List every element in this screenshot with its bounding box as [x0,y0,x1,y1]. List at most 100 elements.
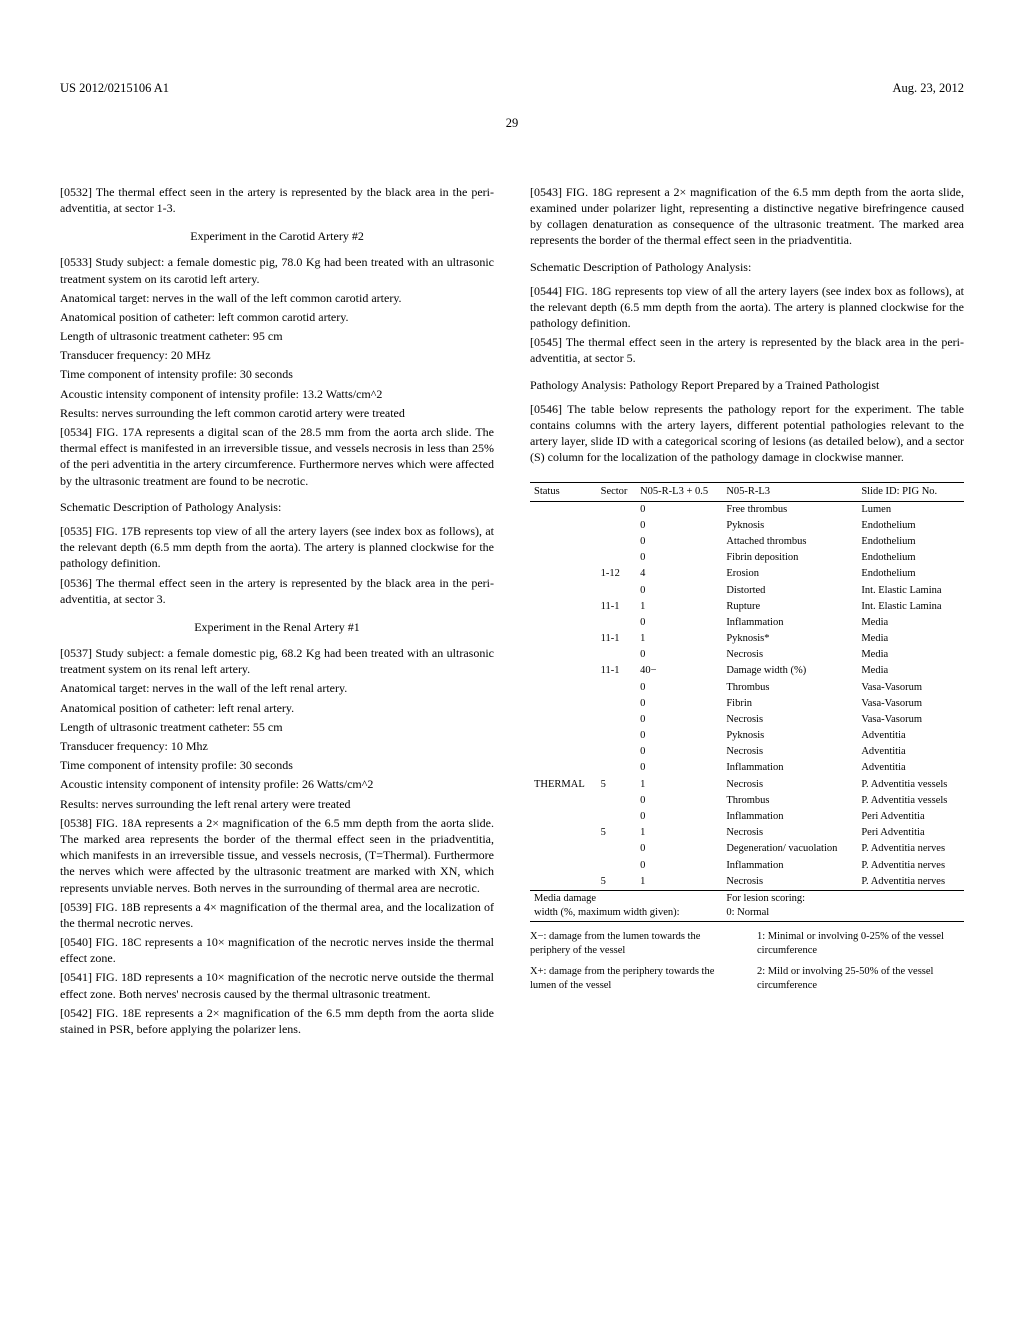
table-cell: Pyknosis [722,518,857,534]
table-cell: Pyknosis [722,728,857,744]
table-cell [530,744,597,760]
th-n05: N05-R-L3 + 0.5 [636,482,722,501]
para-0546: [0546] The table below represents the pa… [530,401,964,466]
th-slide: Slide ID: PIG No. [857,482,964,501]
table-cell [597,647,636,663]
table-cell: 5 [597,777,636,793]
length-1: Length of ultrasonic treatment catheter:… [60,328,494,344]
page-number: 29 [60,115,964,132]
fn2-right: 2: Mild or involving 25-50% of the vesse… [757,965,964,993]
left-column: [0532] The thermal effect seen in the ar… [60,184,494,1040]
table-cell [530,550,597,566]
table-cell: Erosion [722,566,857,582]
table-cell: 5 [597,874,636,891]
table-row: 0ThrombusVasa-Vasorum [530,680,964,696]
table-cell: THERMAL [530,777,597,793]
table-cell [530,728,597,744]
table-cell [530,793,597,809]
schematic-1: Schematic Description of Pathology Analy… [60,499,494,515]
table-cell [530,583,597,599]
schematic-2: Schematic Description of Pathology Analy… [530,259,964,275]
table-cell [597,518,636,534]
table-cell: 0 [636,760,722,776]
table-cell: 0 [636,647,722,663]
table-cell: Thrombus [722,793,857,809]
pub-date: Aug. 23, 2012 [892,80,964,97]
table-footnotes: X−: damage from the lumen towards the pe… [530,930,964,993]
table-cell: Inflammation [722,809,857,825]
table-cell: 0 [636,583,722,599]
table-cell: 40− [636,663,722,679]
table-cell: Distorted [722,583,857,599]
table-cell: Degeneration/ vacuolation [722,841,857,857]
table-cell: Vasa-Vasorum [857,680,964,696]
table-cell: Rupture [722,599,857,615]
para-0545: [0545] The thermal effect seen in the ar… [530,334,964,366]
table-cell: 0 [636,680,722,696]
table-cell [530,615,597,631]
table-cell: 0 [636,858,722,874]
table-cell [530,534,597,550]
table-cell: Free thrombus [722,501,857,518]
para-0532: [0532] The thermal effect seen in the ar… [60,184,494,216]
table-cell [597,712,636,728]
table-row: 0PyknosisEndothelium [530,518,964,534]
table-row: 0NecrosisVasa-Vasorum [530,712,964,728]
para-0538: [0538] FIG. 18A represents a 2× magnific… [60,815,494,896]
table-cell: Media [857,647,964,663]
para-0536: [0536] The thermal effect seen in the ar… [60,575,494,607]
table-cell: Endothelium [857,534,964,550]
table-cell: P. Adventitia nerves [857,841,964,857]
table-row: 0Attached thrombusEndothelium [530,534,964,550]
table-cell: 0 [636,793,722,809]
table-row: 0InflammationAdventitia [530,760,964,776]
table-row: 11-11RuptureInt. Elastic Lamina [530,599,964,615]
table-row: 0NecrosisMedia [530,647,964,663]
table-cell [597,760,636,776]
table-cell: Adventitia [857,760,964,776]
table-cell [530,663,597,679]
table-footer-row: Media damage width (%, maximum width giv… [530,890,964,921]
table-cell [530,874,597,891]
table-cell: 0 [636,550,722,566]
para-0542: [0542] FIG. 18E represents a 2× magnific… [60,1005,494,1037]
table-cell: P. Adventitia vessels [857,793,964,809]
anat-target-1: Anatomical target: nerves in the wall of… [60,290,494,306]
table-row: 0InflammationMedia [530,615,964,631]
table-cell: 0 [636,518,722,534]
table-cell: 0 [636,696,722,712]
table-row: 51NecrosisP. Adventitia nerves [530,874,964,891]
table-cell: 1-12 [597,566,636,582]
th-n05rl3: N05-R-L3 [722,482,857,501]
table-row: 0ThrombusP. Adventitia vessels [530,793,964,809]
length-2: Length of ultrasonic treatment catheter:… [60,719,494,735]
table-cell [597,841,636,857]
anat-target-2: Anatomical target: nerves in the wall of… [60,680,494,696]
table-cell: 0 [636,841,722,857]
table-cell [597,534,636,550]
table-cell [530,712,597,728]
table-row: 11-11Pyknosis*Media [530,631,964,647]
table-cell: 1 [636,599,722,615]
table-cell: Pyknosis* [722,631,857,647]
table-cell: 0 [636,615,722,631]
table-row: THERMAL51NecrosisP. Adventitia vessels [530,777,964,793]
table-cell [530,566,597,582]
table-cell: Fibrin deposition [722,550,857,566]
table-cell [597,696,636,712]
freq-2: Transducer frequency: 10 Mhz [60,738,494,754]
table-cell: Media [857,615,964,631]
table-cell: Vasa-Vasorum [857,712,964,728]
results-1: Results: nerves surrounding the left com… [60,405,494,421]
fn2-left: X+: damage from the periphery towards th… [530,965,737,993]
table-cell: Endothelium [857,566,964,582]
table-cell [597,793,636,809]
para-0533: [0533] Study subject: a female domestic … [60,254,494,286]
freq-1: Transducer frequency: 20 MHz [60,347,494,363]
table-cell: Endothelium [857,518,964,534]
table-cell: Necrosis [722,647,857,663]
anat-pos-2: Anatomical position of catheter: left re… [60,700,494,716]
th-status: Status [530,482,597,501]
table-row: 1-124ErosionEndothelium [530,566,964,582]
table-row: 0Degeneration/ vacuolationP. Adventitia … [530,841,964,857]
